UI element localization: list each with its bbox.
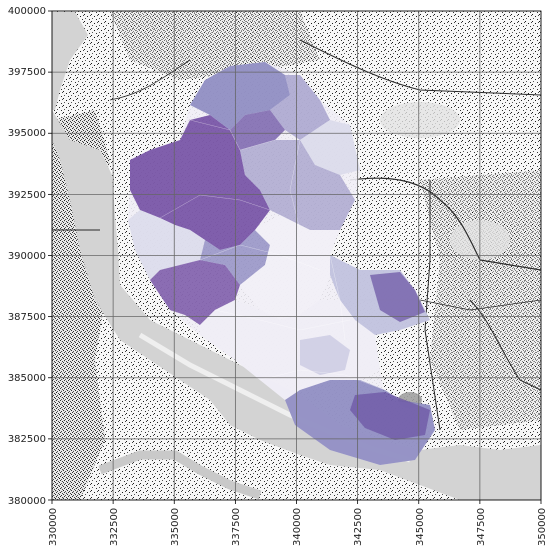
y-axis: 400000 397500 395000 392500 390000 38750… — [8, 6, 46, 507]
y-tick-label: 392500 — [8, 190, 46, 201]
tick-marks — [48, 10, 542, 504]
urban-area-north — [110, 11, 320, 80]
y-tick-label: 397500 — [8, 67, 46, 78]
x-tick-label: 335000 — [170, 508, 181, 546]
y-tick-label: 387500 — [8, 312, 46, 323]
choropleth-area-light — [200, 300, 380, 400]
x-tick-label: 350000 — [537, 508, 548, 546]
choropleth-area-mid — [190, 62, 290, 130]
y-tick-label: 382500 — [8, 434, 46, 445]
x-tick-label: 337500 — [231, 508, 242, 546]
x-tick-label: 345000 — [415, 508, 426, 546]
x-tick-label: 347500 — [476, 508, 487, 546]
choropleth-area-mid — [270, 75, 330, 140]
choropleth-area-light — [300, 120, 360, 175]
y-tick-label: 395000 — [8, 128, 46, 139]
choropleth-area-dark — [230, 110, 285, 150]
river-mersey — [52, 12, 88, 110]
choropleth-area-light — [128, 210, 205, 280]
x-tick-label: 330000 — [48, 508, 59, 546]
y-tick-label: 390000 — [8, 251, 46, 262]
x-tick-label: 342500 — [353, 508, 364, 546]
x-axis: 330000 332500 335000 337500 340000 34250… — [48, 508, 548, 546]
y-tick-label: 380000 — [8, 496, 46, 507]
choropleth-area-dark — [370, 272, 425, 322]
park-patch — [380, 102, 460, 138]
choropleth-area-light — [300, 335, 350, 375]
choropleth-area-mid — [240, 140, 355, 230]
y-tick-label: 385000 — [8, 373, 46, 384]
y-tick-label: 400000 — [8, 6, 46, 17]
choropleth-area-lightest — [240, 215, 340, 320]
choropleth-area-dark — [350, 392, 430, 440]
x-tick-label: 340000 — [292, 508, 303, 546]
x-tick-label: 332500 — [109, 508, 120, 546]
choropleth-overlay — [128, 62, 435, 465]
